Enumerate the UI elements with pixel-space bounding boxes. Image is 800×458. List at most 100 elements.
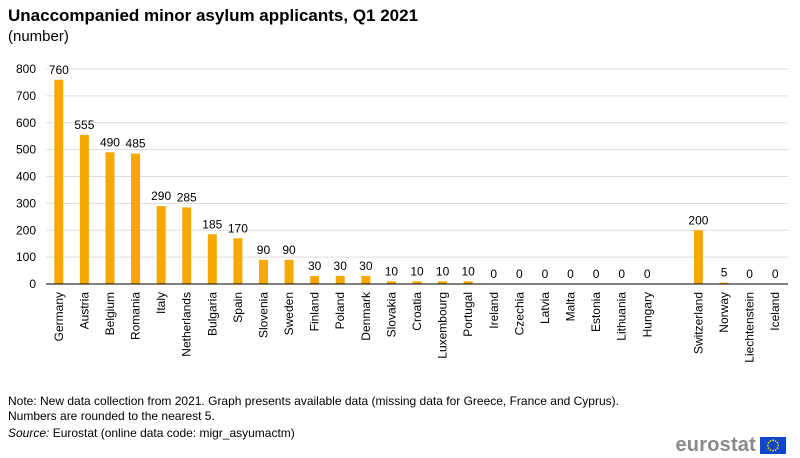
flag-star	[769, 449, 772, 451]
x-tick-label: Bulgaria	[205, 292, 219, 336]
x-tick-label: Estonia	[589, 292, 603, 332]
x-tick-label: Portugal	[461, 292, 475, 337]
x-tick-label: Luxembourg	[436, 292, 450, 359]
value-label: 290	[151, 189, 171, 203]
value-label: 30	[308, 259, 322, 273]
bar	[79, 134, 89, 284]
bar	[335, 275, 345, 284]
value-label: 30	[334, 259, 348, 273]
x-tick-label: Romania	[129, 292, 143, 340]
x-tick-label: Germany	[52, 292, 66, 341]
value-label: 200	[688, 213, 708, 227]
value-label: 0	[516, 267, 523, 281]
x-tick-label: Latvia	[538, 292, 552, 324]
x-tick-label: Malta	[564, 292, 578, 322]
x-tick-label: Austria	[77, 292, 91, 330]
y-tick-label: 700	[16, 89, 36, 103]
value-labels: 760 555 490 485 290 285 185 170 90 90 30 30 30 10 10 10…	[49, 63, 779, 281]
x-tick-label: Liechtenstein	[743, 292, 757, 363]
x-tick-label: Italy	[154, 292, 168, 314]
bar	[361, 275, 371, 284]
value-label: 0	[542, 267, 549, 281]
bar	[54, 79, 64, 284]
x-tick-label: Ireland	[487, 292, 501, 329]
x-tick-label: Denmark	[359, 291, 373, 341]
value-label: 0	[644, 267, 651, 281]
eu-flag-icon	[760, 437, 786, 454]
flag-star	[776, 447, 779, 449]
value-label: 30	[359, 259, 373, 273]
y-tick-label: 300	[16, 196, 36, 210]
x-tick-label: Netherlands	[180, 292, 194, 357]
logo-text: eurostat	[675, 434, 756, 456]
gridlines	[46, 68, 788, 258]
value-label: 185	[202, 217, 222, 231]
eurostat-logo: eurostat	[675, 434, 786, 457]
value-label: 555	[74, 118, 94, 132]
x-tick-label: Slovenia	[256, 292, 270, 338]
note-line-2: Numbers are rounded to the nearest 5.	[8, 409, 215, 423]
chart-subtitle: (number)	[8, 28, 69, 45]
value-label: 490	[100, 135, 120, 149]
x-tick-label: Poland	[333, 292, 347, 329]
chart-title: Unaccompanied minor asylum applicants, Q…	[8, 6, 419, 25]
note-line-1: Note: New data collection from 2021. Gra…	[8, 394, 619, 408]
value-label: 0	[593, 267, 600, 281]
bars	[54, 79, 729, 284]
value-label: 760	[49, 63, 69, 77]
bar	[105, 152, 115, 284]
x-tick-label: Finland	[308, 292, 322, 331]
flag-star	[774, 440, 777, 442]
source-label: Source:	[8, 426, 50, 440]
flag-star	[767, 442, 770, 444]
bar	[207, 234, 217, 284]
bar	[310, 275, 320, 284]
value-label: 285	[177, 190, 197, 204]
note: Note: New data collection from 2021. Gra…	[8, 394, 619, 424]
value-label: 10	[436, 264, 450, 278]
value-label: 0	[618, 267, 625, 281]
bar	[719, 282, 729, 284]
bar	[693, 230, 703, 284]
x-tick-label: Sweden	[282, 292, 296, 335]
y-axis-tick-labels: 0 100 200 300 400 500 600 700 800	[16, 62, 36, 291]
x-axis-tick-labels: Germany Austria Belgium Romania Italy Netherl…	[52, 291, 782, 363]
bar	[412, 281, 422, 284]
value-label: 90	[257, 243, 271, 257]
source: Source: Eurostat (online data code: migr…	[8, 426, 295, 440]
y-tick-label: 400	[16, 170, 36, 184]
y-tick-label: 800	[16, 62, 36, 76]
y-tick-label: 100	[16, 250, 36, 264]
x-tick-label: Slovakia	[384, 292, 398, 338]
value-label: 0	[746, 267, 753, 281]
flag-star	[772, 439, 774, 442]
flag-star	[774, 449, 777, 451]
x-tick-label: Switzerland	[691, 292, 705, 354]
x-tick-label: Czechia	[512, 292, 526, 336]
value-label: 0	[490, 267, 497, 281]
x-tick-label: Iceland	[768, 292, 782, 331]
y-tick-label: 500	[16, 143, 36, 157]
x-tick-label: Hungary	[640, 292, 654, 337]
bar	[182, 207, 192, 284]
flag-star	[772, 449, 774, 452]
value-label: 10	[410, 264, 424, 278]
flag-star	[777, 444, 780, 447]
value-label: 0	[772, 267, 779, 281]
x-tick-label: Belgium	[103, 292, 117, 335]
value-label: 485	[126, 137, 146, 151]
x-tick-label: Lithuania	[615, 292, 629, 341]
x-tick-label: Norway	[717, 292, 731, 333]
bar	[386, 281, 396, 284]
y-tick-label: 0	[29, 277, 36, 291]
source-text: Eurostat (online data code: migr_asyumac…	[49, 426, 295, 440]
x-tick-label: Spain	[231, 292, 245, 323]
flag-star	[767, 447, 770, 449]
bar	[284, 259, 294, 284]
x-tick-label: Croatia	[410, 292, 424, 331]
value-label: 5	[721, 266, 728, 280]
flag-star	[769, 440, 772, 442]
bar	[131, 153, 141, 284]
bar	[233, 238, 243, 284]
